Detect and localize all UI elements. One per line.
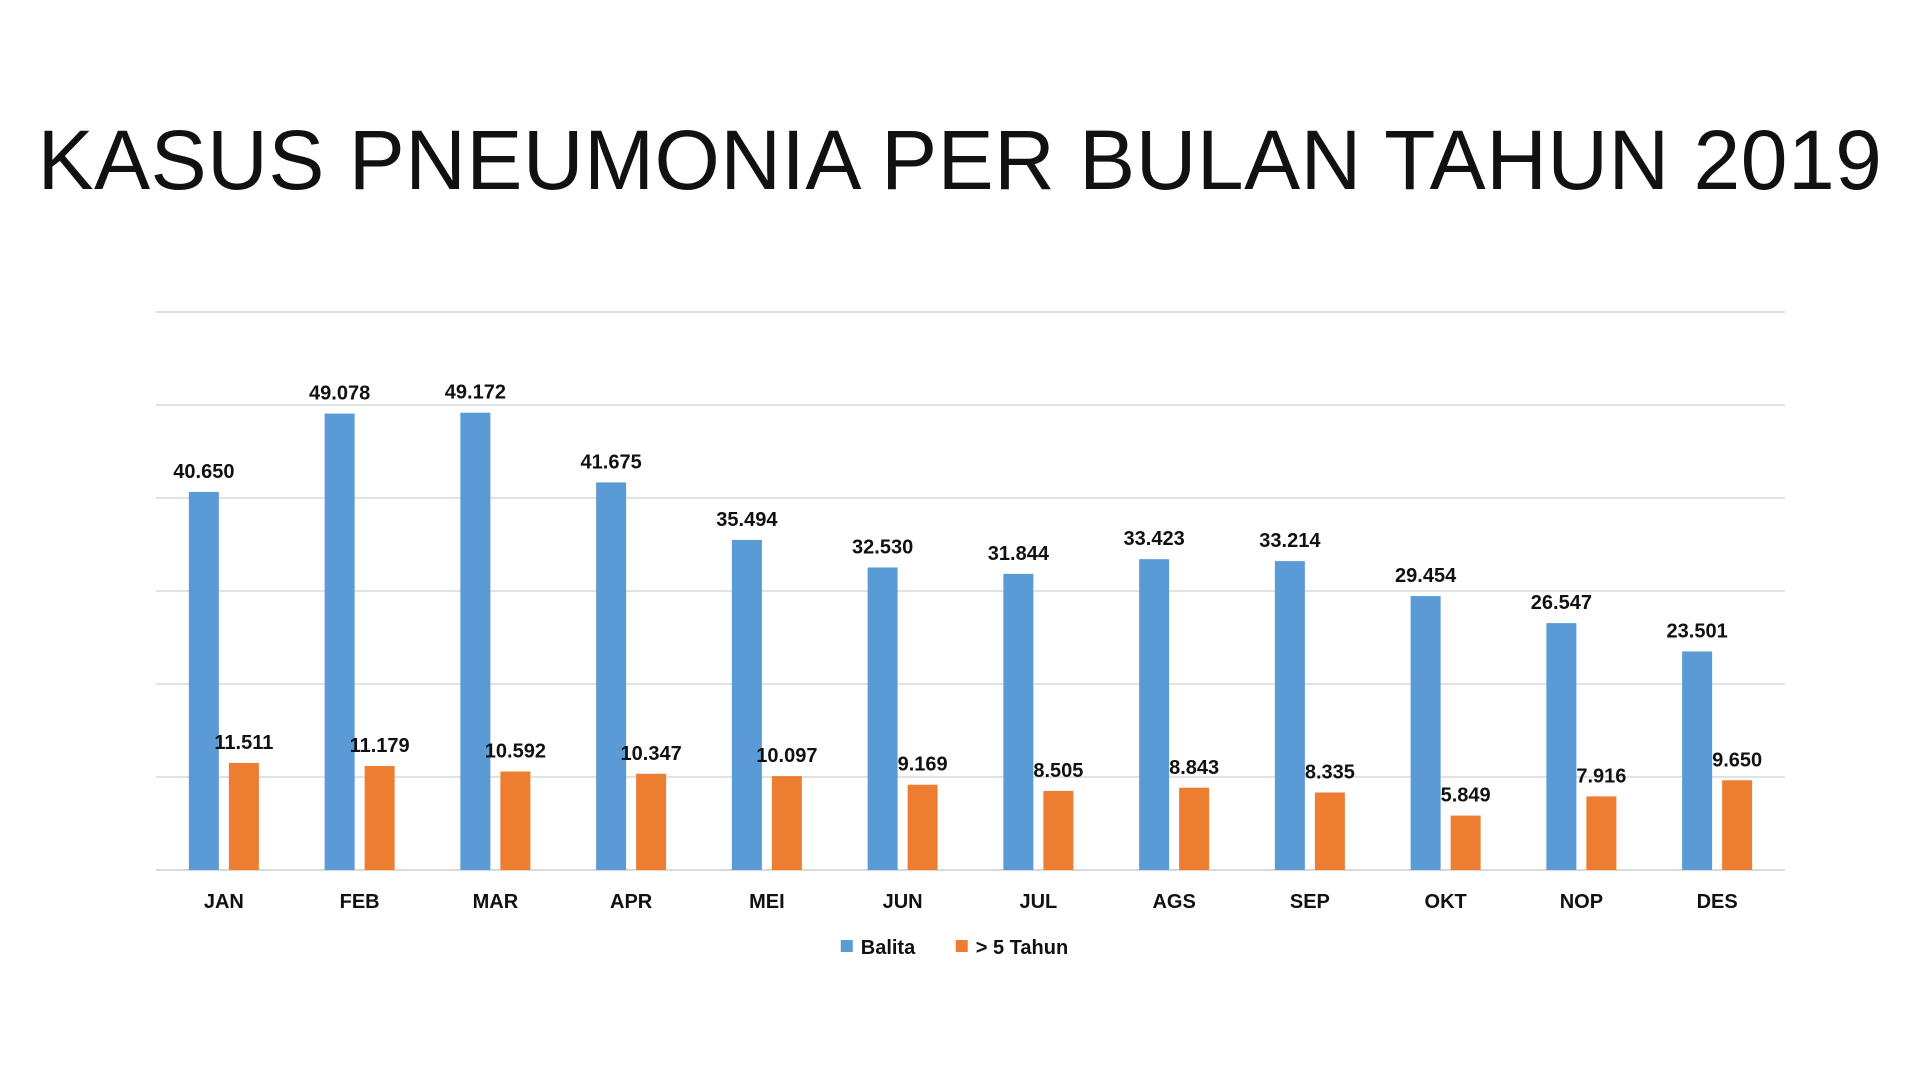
bar-over-5-apr (636, 773, 667, 870)
gridlines (156, 311, 1785, 871)
bar-balita-jul (1003, 573, 1034, 870)
bar-balita-ags (1139, 559, 1170, 870)
data-labels: 40.650 11.511 49.078 11.179 49.172 10.592 41.6… (173, 382, 1762, 807)
x-tick-label: JUN (883, 891, 923, 913)
x-tick-label: NOP (1560, 891, 1603, 913)
bar-over-5-sep (1314, 792, 1345, 870)
chart-title: KASUS PNEUMONIA PER BULAN TAHUN 2019 (37, 113, 1883, 207)
legend-label-balita: Balita (861, 937, 916, 959)
data-label: 10.097 (756, 745, 817, 767)
bar-over-5-nop (1586, 796, 1617, 870)
x-tick-label: APR (610, 891, 653, 913)
data-label: 10.592 (485, 740, 546, 762)
bar-over-5-ags (1179, 787, 1210, 870)
x-tick-label: OKT (1425, 891, 1467, 913)
x-axis-tick-labels: JAN FEB MAR APR MEI JUN JUL AGS SEP OKT NOP DES (204, 891, 1738, 913)
data-label: 32.530 (852, 536, 913, 558)
data-label: 8.843 (1169, 757, 1219, 779)
bar-balita-mei (731, 539, 762, 870)
bar-over-5-mar (500, 771, 531, 870)
bar-balita-des (1682, 651, 1713, 870)
legend-swatch-balita (840, 940, 853, 952)
bar-over-5-okt (1450, 815, 1481, 870)
data-label: 49.078 (309, 383, 370, 405)
data-label: 35.494 (716, 509, 778, 531)
data-label: 9.169 (898, 754, 948, 776)
data-label: 8.335 (1305, 761, 1355, 783)
data-label: 33.214 (1259, 530, 1321, 552)
legend: Balita > 5 Tahun (840, 937, 1068, 959)
legend-swatch-over-5 (955, 940, 968, 952)
bar-over-5-jul (1043, 790, 1074, 870)
data-label: 11.511 (214, 732, 273, 754)
bar-over-5-feb (364, 766, 395, 870)
bar-over-5-des (1722, 780, 1753, 870)
data-label: 33.423 (1124, 528, 1185, 550)
bar-balita-mar (460, 412, 491, 870)
x-tick-label: JUL (1019, 891, 1057, 913)
x-tick-label: AGS (1152, 891, 1195, 913)
data-label: 9.650 (1712, 749, 1762, 771)
bar-balita-sep (1274, 561, 1305, 870)
bars (188, 412, 1753, 870)
data-label: 8.505 (1033, 760, 1083, 782)
data-label: 7.916 (1576, 765, 1626, 787)
x-tick-label: SEP (1290, 891, 1330, 913)
bar-over-5-jan (228, 762, 259, 870)
x-tick-label: DES (1697, 891, 1738, 913)
bar-balita-apr (596, 482, 627, 870)
bar-balita-jun (867, 567, 898, 870)
data-label: 10.347 (621, 743, 682, 765)
bar-balita-feb (324, 413, 355, 870)
data-label: 5.849 (1441, 785, 1491, 807)
bar-balita-okt (1410, 596, 1441, 870)
data-label: 29.454 (1395, 565, 1457, 587)
x-tick-label: MEI (749, 891, 785, 913)
bar-over-5-jun (907, 784, 938, 870)
legend-label-over-5: > 5 Tahun (976, 937, 1068, 959)
bar-balita-nop (1546, 623, 1577, 870)
data-label: 49.172 (445, 382, 506, 404)
data-label: 23.501 (1667, 620, 1728, 642)
bar-over-5-mei (771, 776, 802, 870)
x-tick-label: JAN (204, 891, 244, 913)
x-tick-label: FEB (340, 891, 380, 913)
bar-balita-jan (188, 491, 219, 870)
data-label: 11.179 (350, 735, 410, 757)
data-label: 40.650 (173, 461, 234, 483)
data-label: 31.844 (988, 543, 1050, 565)
x-tick-label: MAR (473, 891, 519, 913)
data-label: 26.547 (1531, 592, 1592, 614)
data-label: 41.675 (581, 451, 642, 473)
